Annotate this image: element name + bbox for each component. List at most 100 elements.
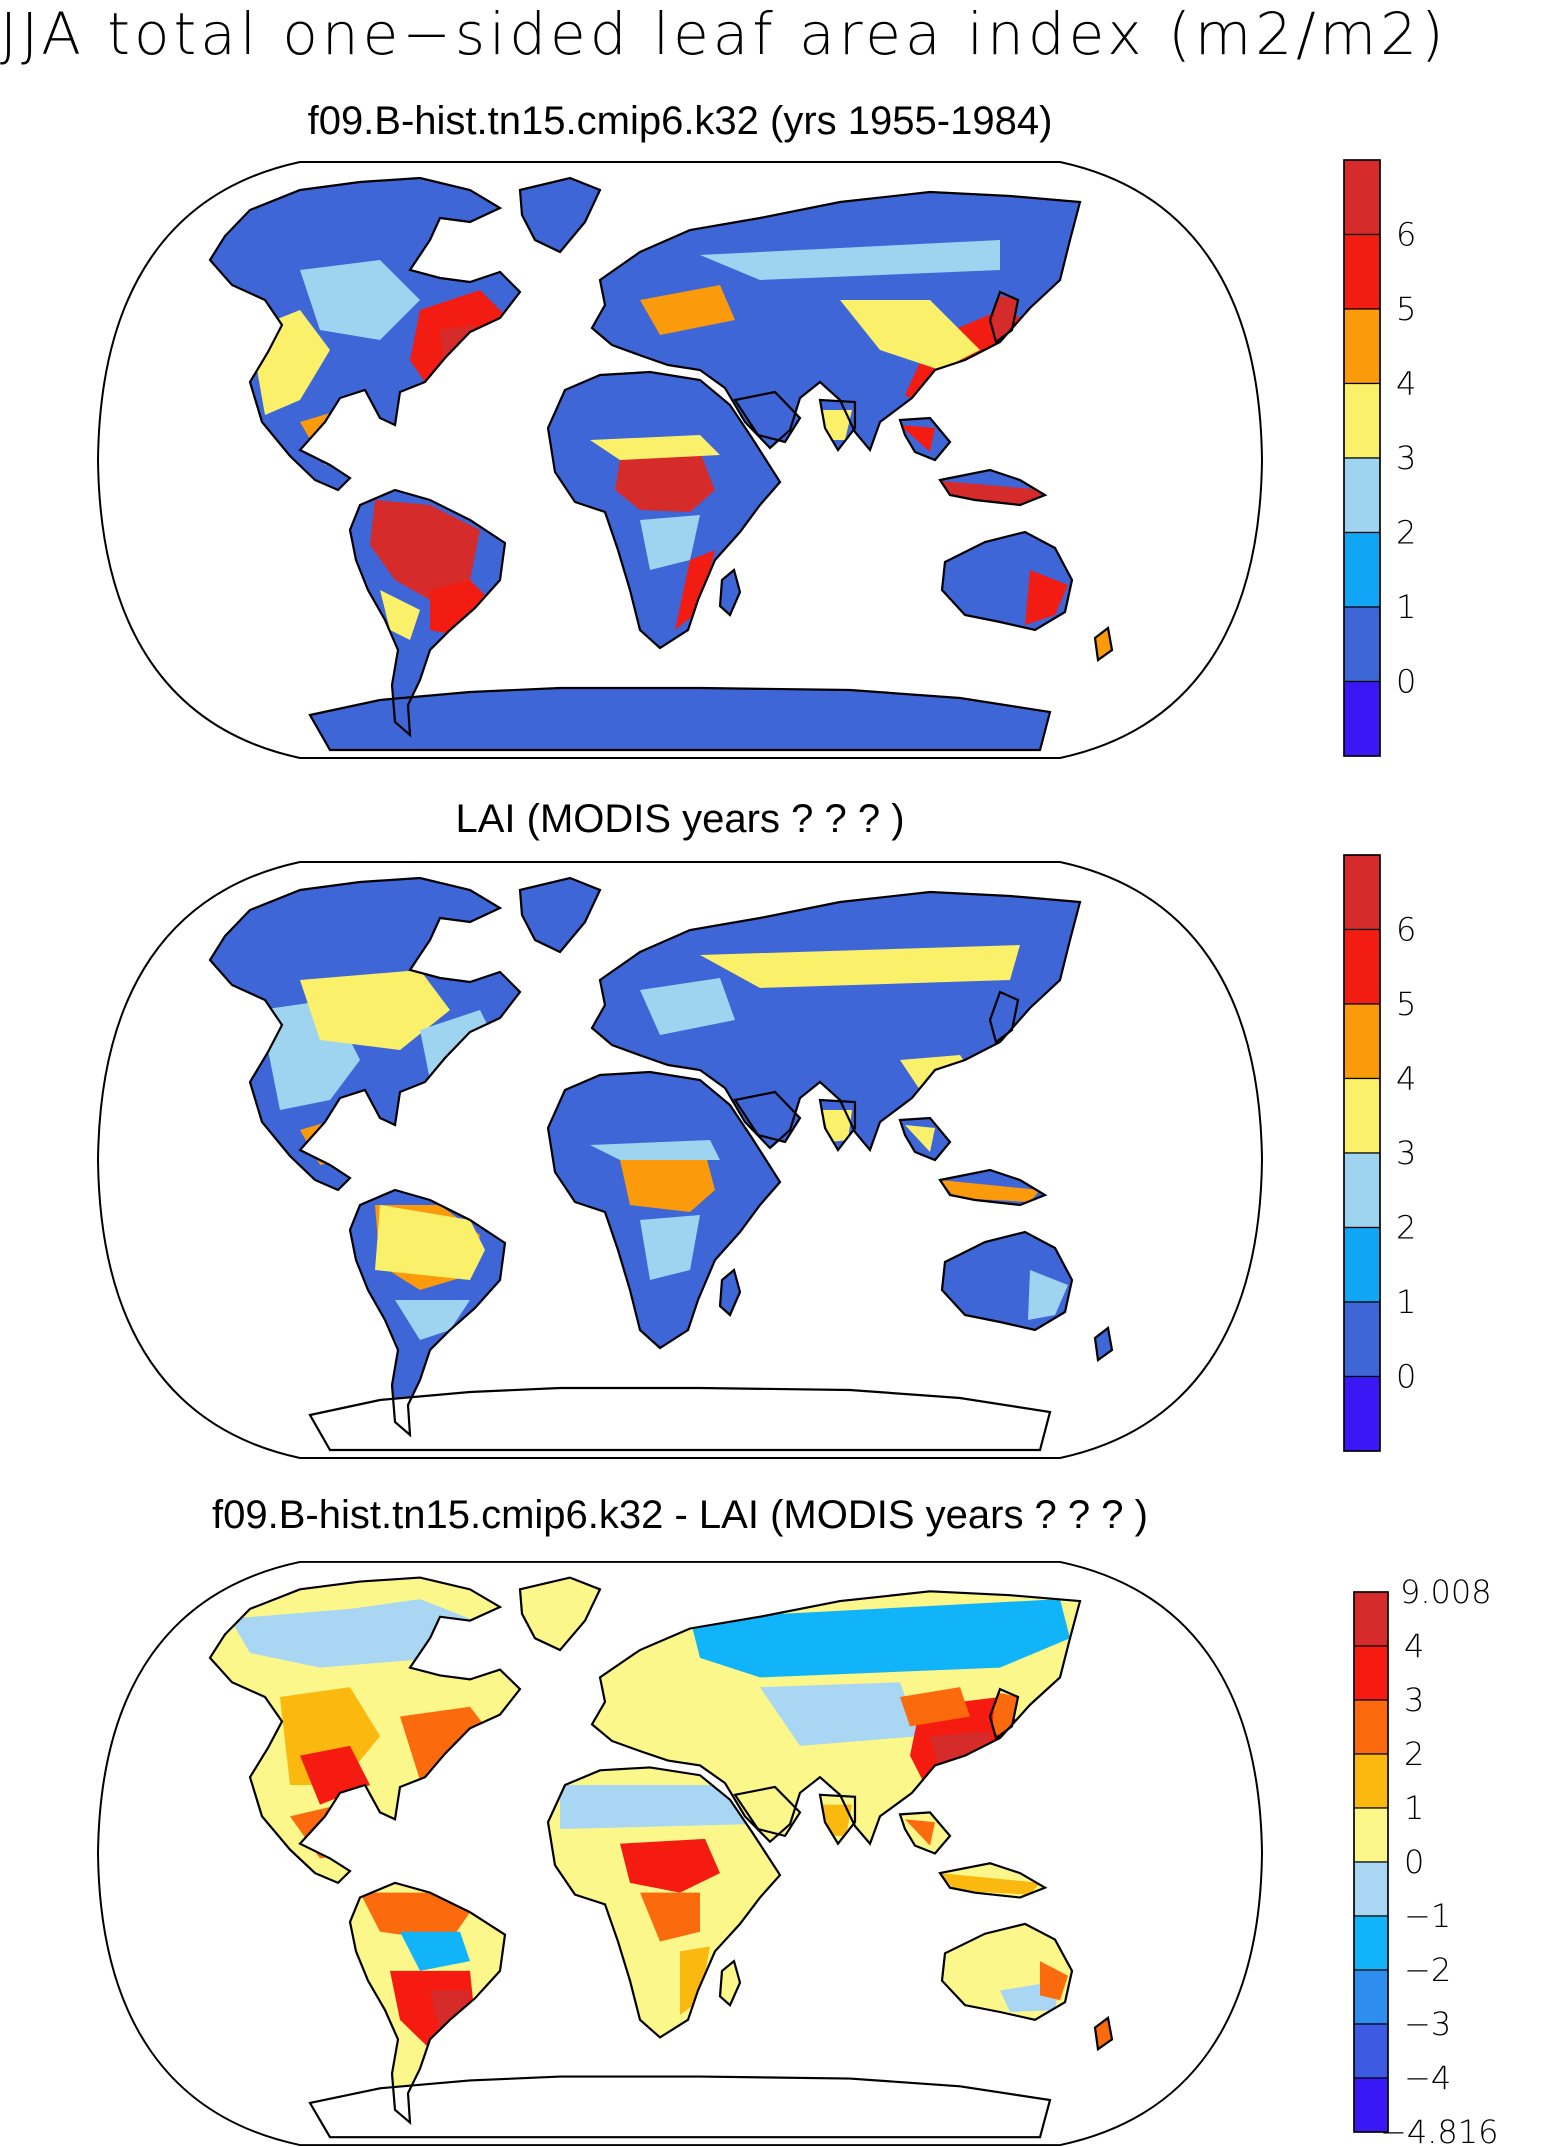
coastline-madagascar bbox=[718, 568, 742, 617]
coastline-australia bbox=[940, 530, 1074, 632]
coastline-antarctica bbox=[308, 686, 1052, 752]
coastline-north-america bbox=[208, 1576, 522, 1885]
colorbar-tick-label: 4 bbox=[1396, 365, 1416, 403]
lai-field-africa bbox=[640, 515, 700, 570]
coastline-arabia-india bbox=[733, 390, 857, 452]
colorbar-tick-label: −1 bbox=[1404, 1897, 1451, 1935]
coastline-greenland bbox=[518, 1576, 602, 1652]
lai-field-eurasia bbox=[640, 285, 735, 335]
colorbar-border bbox=[1343, 159, 1381, 757]
coastline-new-zealand bbox=[1093, 1326, 1114, 1362]
land-arabia-india bbox=[735, 392, 855, 450]
colorbar-box bbox=[1343, 1226, 1381, 1303]
colorbar-max-label: 9.008 bbox=[1400, 1573, 1492, 1611]
lai-field-australia bbox=[1028, 1270, 1068, 1320]
colorbar-box bbox=[1343, 1003, 1381, 1080]
lai-field-eurasia bbox=[840, 300, 980, 370]
coastline-arabia-india bbox=[733, 1785, 857, 1846]
colorbar-tick-label: 1 bbox=[1404, 1789, 1424, 1827]
colorbar-tick-label: 0 bbox=[1396, 663, 1416, 701]
colorbar-tick-label: 2 bbox=[1404, 1735, 1424, 1773]
coastline-japan bbox=[988, 290, 1020, 344]
colorbar-box bbox=[1343, 606, 1381, 683]
lai-field-eurasia bbox=[640, 978, 735, 1035]
land-antarctica bbox=[310, 1388, 1050, 1450]
colorbar-box bbox=[1343, 1301, 1381, 1378]
colorbar-border bbox=[1353, 1591, 1389, 2133]
land-se-asia bbox=[900, 1812, 1045, 1898]
lai-field-africa bbox=[560, 1785, 750, 1830]
colorbar-box bbox=[1343, 531, 1381, 608]
land-madagascar bbox=[720, 1270, 740, 1315]
colorbar-tick-label: 6 bbox=[1396, 216, 1416, 254]
coastline-australia bbox=[940, 1922, 1074, 2021]
coastline-se-asia bbox=[898, 1811, 1048, 1899]
lai-field-africa bbox=[675, 550, 715, 630]
coastline-north-america bbox=[208, 876, 522, 1192]
lai-field-south-america bbox=[395, 1300, 470, 1340]
land-greenland bbox=[520, 878, 600, 952]
colorbar-box bbox=[1353, 2023, 1389, 2079]
coastline-madagascar bbox=[718, 1268, 742, 1317]
lai-field-eurasia bbox=[700, 945, 1020, 988]
lai-field-australia bbox=[1025, 570, 1068, 625]
colorbar-box bbox=[1343, 854, 1381, 931]
colorbar-tick-label: 2 bbox=[1396, 1209, 1416, 1247]
coastline-se-asia bbox=[898, 416, 1048, 507]
colorbar-box bbox=[1343, 680, 1381, 757]
colorbar-tick-label: 0 bbox=[1404, 1843, 1424, 1881]
land-se-asia bbox=[900, 418, 1045, 505]
colorbar-box bbox=[1353, 1807, 1389, 1863]
colorbar-box bbox=[1353, 1753, 1389, 1809]
map-frame bbox=[96, 1560, 1264, 2147]
lai-field-south-america bbox=[360, 1892, 470, 1942]
coastline-south-america bbox=[348, 488, 507, 738]
colorbar-box bbox=[1343, 233, 1381, 310]
lai-field-eurasia bbox=[760, 1682, 920, 1746]
land-africa bbox=[548, 1072, 780, 1348]
coastline-north-america bbox=[208, 176, 522, 492]
lai-field-africa bbox=[640, 1892, 700, 1942]
colorbar-border bbox=[1343, 854, 1381, 1452]
lai-field-se-asia bbox=[940, 1873, 1040, 1895]
colorbar-box bbox=[1343, 1152, 1381, 1229]
colorbar-box bbox=[1353, 1591, 1389, 1647]
colorbar-box bbox=[1343, 382, 1381, 459]
colorbar-tick-label: 6 bbox=[1396, 911, 1416, 949]
coastline-greenland bbox=[518, 876, 602, 954]
lai-field-south-america bbox=[380, 590, 420, 640]
land-antarctica bbox=[310, 688, 1050, 750]
lai-field-north-america bbox=[230, 1599, 470, 1668]
lai-field-greenland bbox=[522, 1579, 600, 1651]
coastline-se-asia bbox=[898, 1116, 1048, 1207]
coastline-africa bbox=[546, 1070, 782, 1350]
lai-field-africa bbox=[640, 1215, 700, 1280]
colorbar-box bbox=[1353, 1915, 1389, 1971]
coastline-arabia-india bbox=[733, 1090, 857, 1152]
land-antarctica bbox=[310, 2076, 1050, 2138]
colorbar-tick-label: 0 bbox=[1396, 1358, 1416, 1396]
land-arabia-india bbox=[735, 1092, 855, 1150]
colorbar-tick-label: −3 bbox=[1404, 2005, 1451, 2043]
land-madagascar bbox=[720, 570, 740, 615]
lai-field-eurasia bbox=[700, 240, 1000, 280]
colorbar-box bbox=[1353, 1861, 1389, 1917]
colorbar-tick-label: 1 bbox=[1396, 588, 1416, 626]
coastline-new-zealand bbox=[1093, 2015, 1114, 2052]
lai-field-eurasia bbox=[900, 1687, 970, 1727]
map-model-lai bbox=[96, 161, 1264, 759]
panel-3-title: f09.B-hist.tn15.cmip6.k32 - LAI (MODIS y… bbox=[212, 1493, 1148, 1537]
colorbar-tick-label: 5 bbox=[1396, 290, 1416, 328]
land-madagascar bbox=[720, 1961, 740, 2006]
colorbar-box bbox=[1343, 159, 1381, 236]
colorbar-tick-label: −4 bbox=[1404, 2059, 1451, 2097]
coastline-south-america bbox=[348, 1881, 507, 2126]
colorbar-box bbox=[1353, 1699, 1389, 1755]
lai-field-north-america bbox=[300, 970, 450, 1050]
coastline-new-zealand bbox=[1093, 626, 1114, 662]
coastline-africa bbox=[546, 1766, 782, 2039]
colorbar-box bbox=[1353, 1969, 1389, 2025]
coastline-eurasia bbox=[590, 1590, 1082, 1846]
colorbar-box bbox=[1343, 1077, 1381, 1154]
colorbar-difference: 4 3 2 1 0 −1 −2 −3 −4 9.008 −4.816 bbox=[1353, 1573, 1498, 2147]
